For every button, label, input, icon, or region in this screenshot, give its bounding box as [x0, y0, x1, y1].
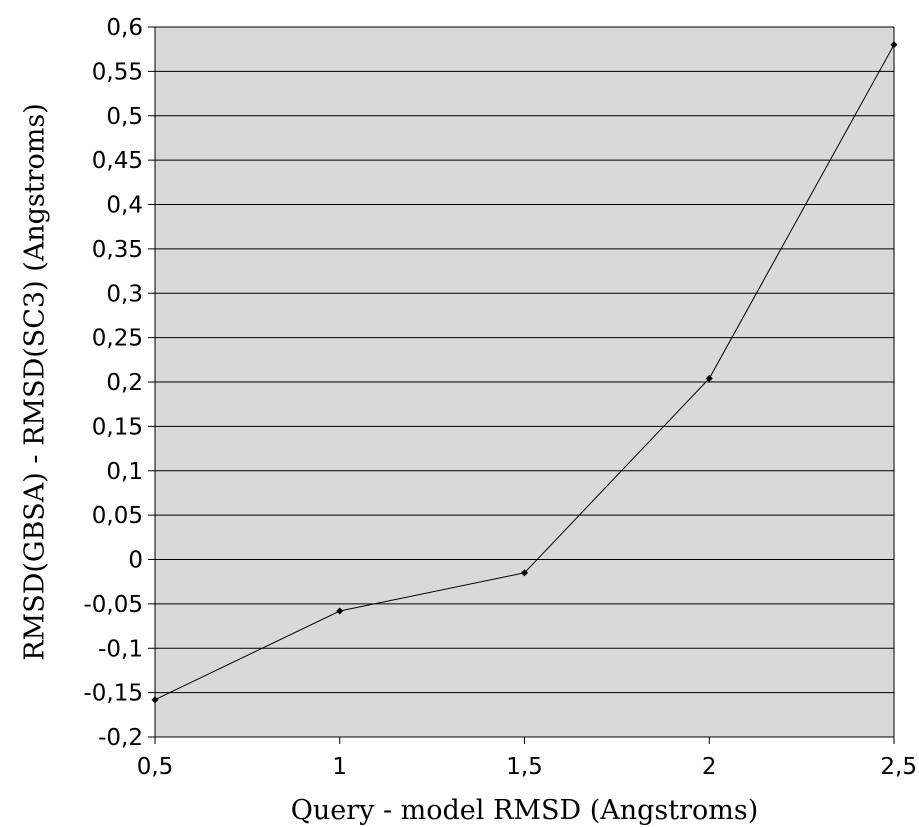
- y-tick-label: 0,2: [106, 370, 143, 396]
- y-tick-label: 0,45: [92, 148, 143, 174]
- y-tick-label: 0,1: [106, 459, 143, 485]
- data-point: [705, 374, 713, 382]
- x-tick-label: 0,5: [137, 754, 174, 780]
- series-group: [151, 41, 898, 704]
- y-tick-label: -0,2: [98, 725, 143, 751]
- data-point: [336, 607, 344, 615]
- y-tick-label: -0,15: [83, 681, 143, 707]
- data-point: [520, 569, 529, 577]
- x-axis-ticks: 0,5 1 1,5 2 2,5: [137, 737, 917, 780]
- y-axis-ticks: 0,6 0,55 0,5 0,45 0,4 0,35 0,3 0,25 0,2 0,15 0,1 0,…: [83, 15, 155, 751]
- y-tick-label: -0,1: [98, 636, 143, 662]
- y-tick-label: -0,05: [83, 592, 143, 618]
- y-tick-label: 0,6: [106, 15, 143, 41]
- y-tick-label: 0,3: [106, 281, 143, 307]
- y-tick-label: 0,5: [106, 104, 143, 130]
- y-tick-label: 0,25: [92, 326, 143, 352]
- data-point: [151, 696, 159, 704]
- x-tick-label: 1,5: [506, 754, 543, 780]
- x-tick-label: 2: [702, 754, 717, 780]
- y-tick-label: 0: [128, 548, 143, 574]
- data-point: [890, 41, 898, 49]
- y-tick-label: 0,15: [92, 414, 143, 440]
- y-tick-label: 0,05: [92, 503, 143, 529]
- y-tick-label: 0,4: [106, 193, 143, 219]
- grid-lines: [155, 26, 894, 738]
- x-tick-label: 1: [332, 754, 347, 780]
- x-tick-label: 2,5: [880, 754, 917, 780]
- x-axis-title: Query - model RMSD (Angstroms): [291, 795, 759, 826]
- y-tick-label: 0,35: [92, 237, 143, 263]
- y-tick-label: 0,55: [92, 59, 143, 85]
- y-axis-title: RMSD(GBSA) - RMSD(SC3) (Angstroms): [20, 103, 51, 661]
